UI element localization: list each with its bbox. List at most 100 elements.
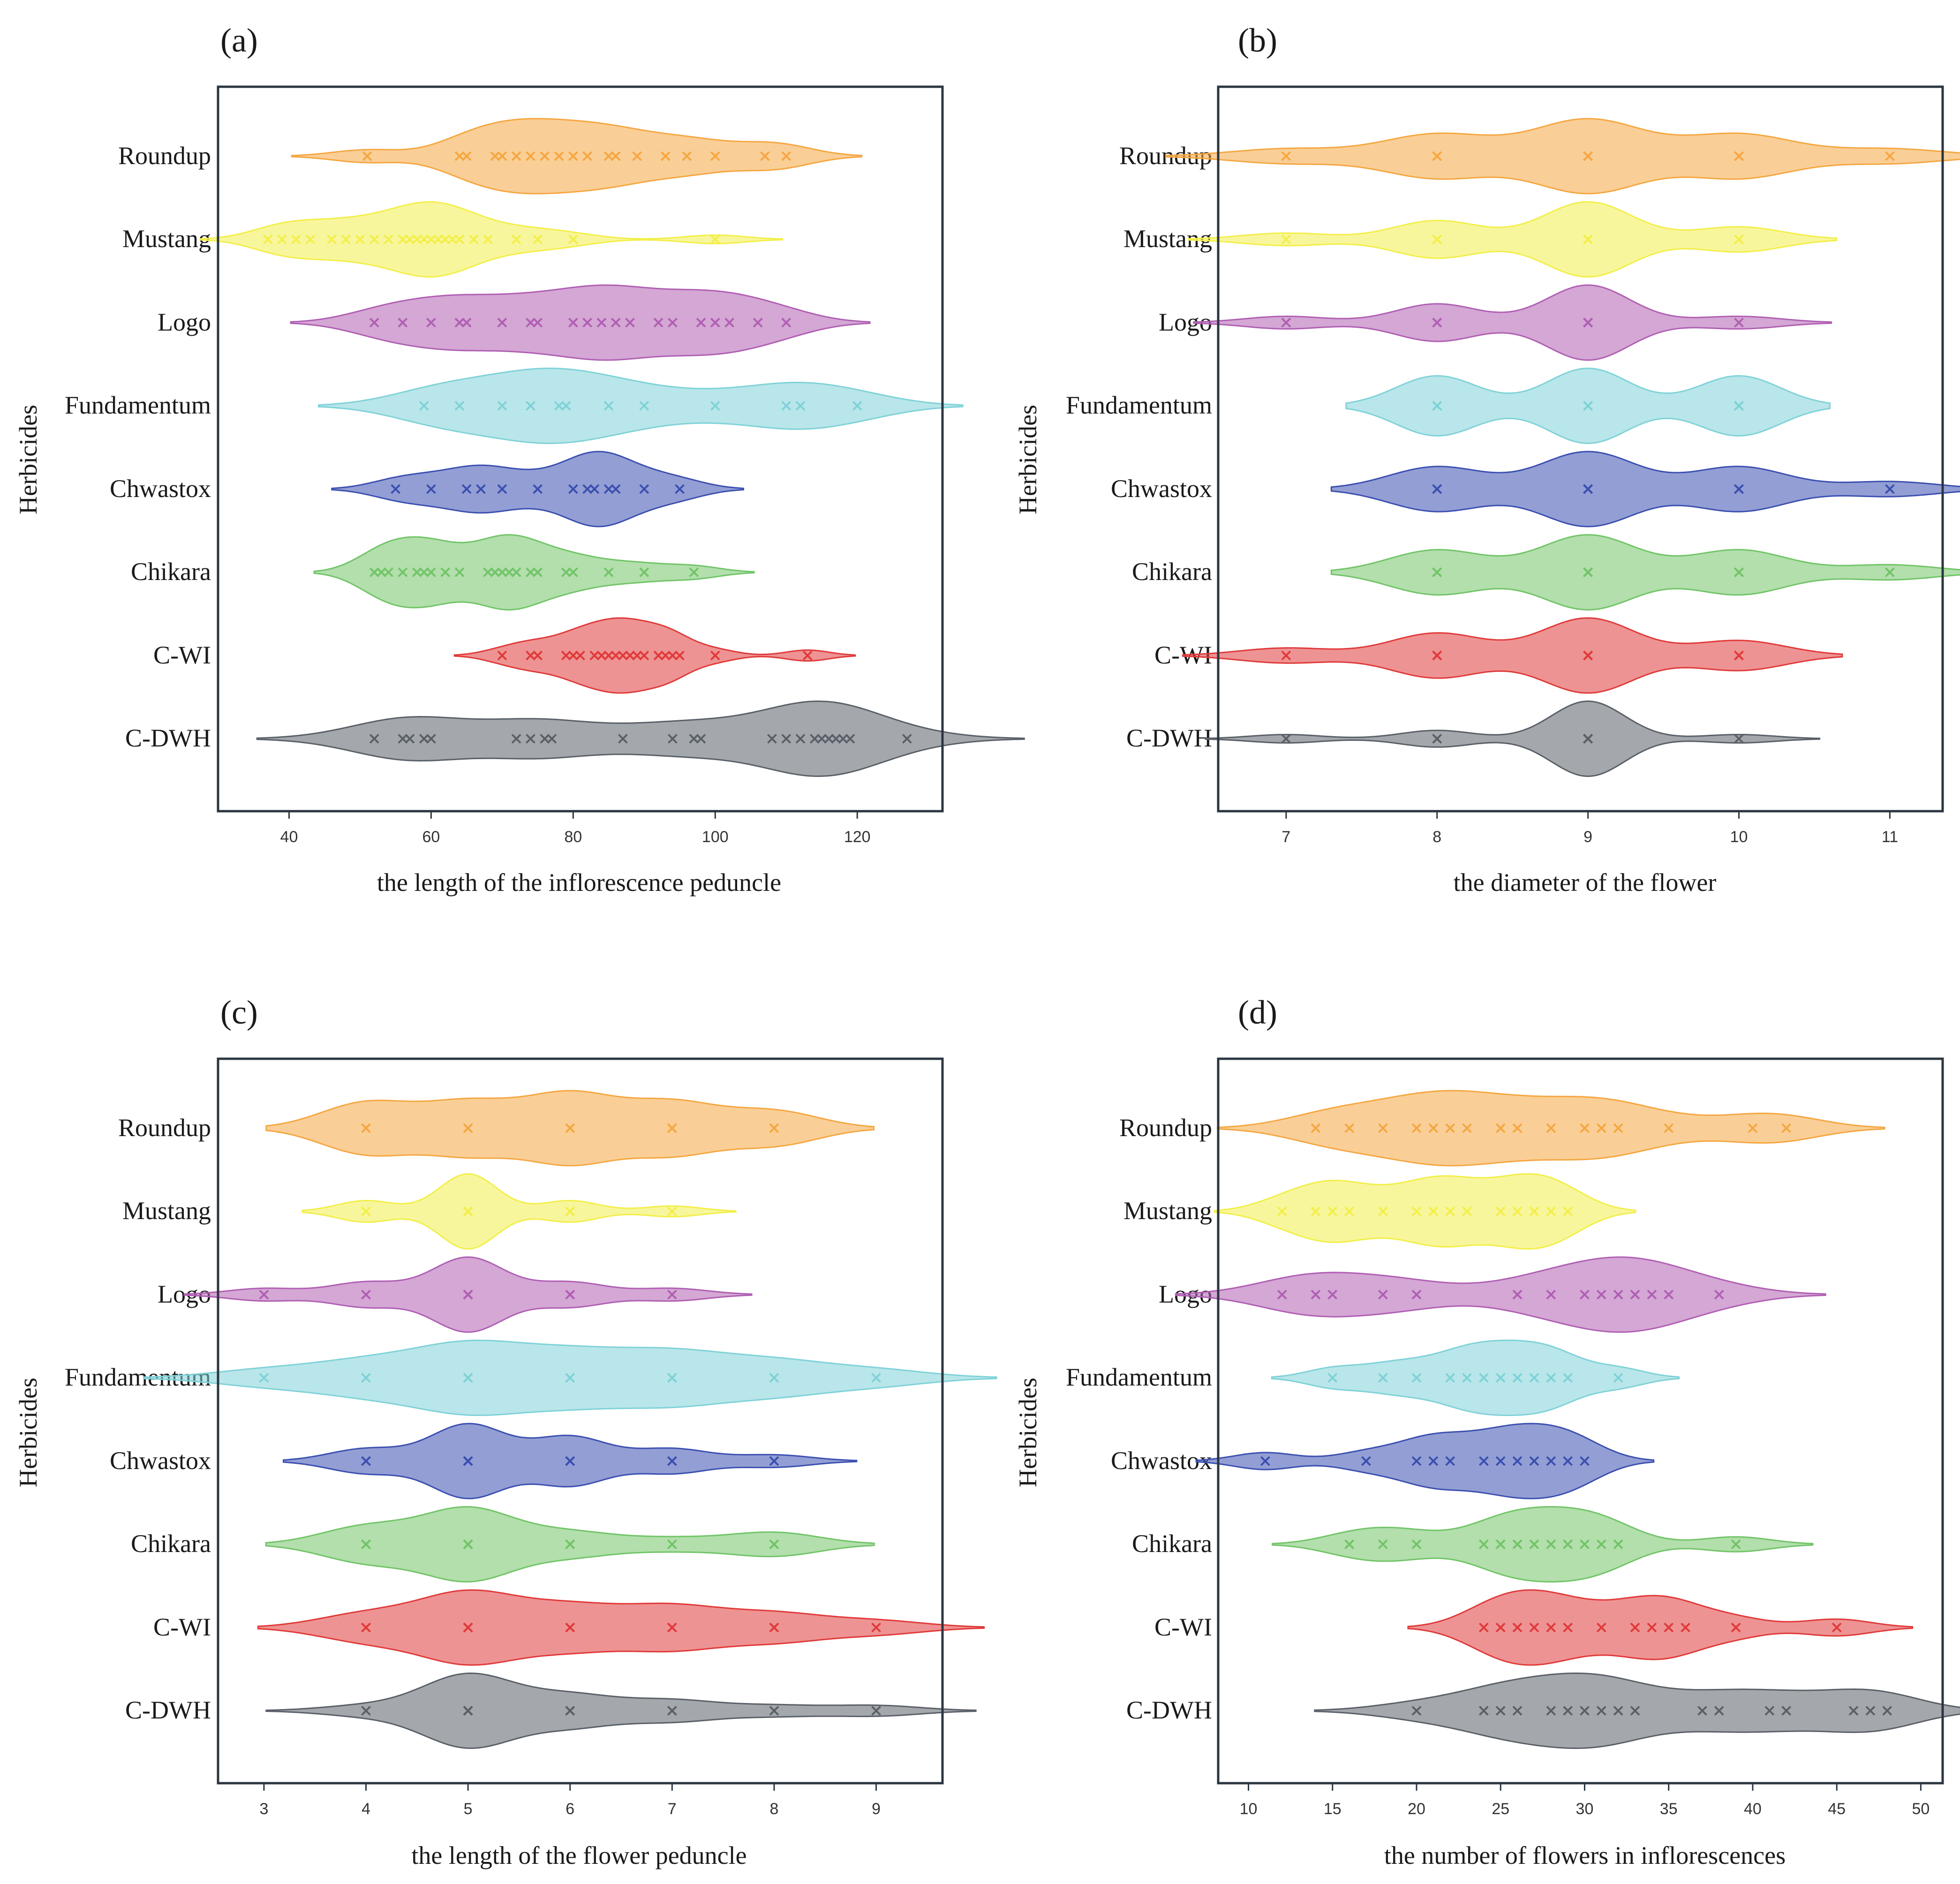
panel-b: (b) the diameter of the flower Herbicide… [1014, 22, 1960, 897]
panel-a-point-c-dwh-18 [824, 734, 834, 744]
panel-d-point-chikara-5 [1512, 1539, 1523, 1549]
panel-b-point-fundamentum-12 [1734, 401, 1744, 411]
panel-a-point-mustang-15 [440, 234, 451, 244]
panel-d-point-c-dwh-4 [1546, 1706, 1556, 1716]
panel-a-point-chwastox-3 [476, 484, 486, 494]
panel-a-point-fundamentum-7 [639, 401, 649, 411]
panel-a-tick-label-100: 100 [702, 828, 729, 846]
panel-d-point-roundup-11 [1596, 1123, 1606, 1133]
panel-a-point-roundup-14 [660, 151, 671, 161]
panel-c-point-c-wi-9 [565, 1622, 575, 1633]
panel-c-point-c-dwh-14 [871, 1706, 881, 1716]
panel-a-point-mustang-10 [405, 234, 415, 244]
panel-d-point-mustang-6 [1428, 1206, 1439, 1216]
panel-b-point-mustang-0 [1281, 234, 1291, 244]
panel-d-point-fundamentum-1 [1378, 1373, 1388, 1383]
panel-a-point-fundamentum-9 [781, 401, 792, 411]
panel-c-point-fundamentum-9 [565, 1373, 575, 1383]
panel-d-point-c-dwh-13 [1781, 1706, 1792, 1716]
panel-a-point-chikara-15 [533, 567, 543, 577]
panel-d-tick-label-20: 20 [1408, 1800, 1425, 1818]
panel-a-point-mustang-20 [511, 234, 521, 244]
panel-d-point-chwastox-0 [1260, 1456, 1270, 1466]
panel-a-point-chikara-12 [504, 567, 514, 577]
panel-b-point-chwastox-7 [1583, 484, 1593, 494]
panel-d-points [1260, 1123, 1892, 1716]
panel-a-point-roundup-7 [540, 151, 550, 161]
panel-d-point-chikara-3 [1478, 1539, 1489, 1549]
panel-d-point-c-dwh-6 [1580, 1706, 1590, 1716]
panel-d-point-chikara-6 [1529, 1539, 1539, 1549]
panel-d-point-logo-2 [1327, 1289, 1338, 1300]
panel-a-point-c-dwh-13 [767, 734, 777, 744]
panel-a-point-chikara-19 [639, 567, 649, 577]
panel-c-violin-c-wi [257, 1589, 985, 1666]
panel-a-point-roundup-15 [682, 151, 692, 161]
panel-d-point-roundup-5 [1445, 1123, 1455, 1133]
panel-d-point-c-dwh-14 [1848, 1706, 1859, 1716]
panel-c-x-ticks: 3 4 5 6 7 8 9 [259, 1783, 881, 1818]
panel-a-category-labels: Roundup Mustang Logo Fundamentum Chwasto… [65, 142, 211, 752]
panel-a-point-mustang-16 [447, 234, 458, 244]
panel-d-point-c-wi-10 [1681, 1622, 1690, 1633]
panel-b-y-axis-title: Herbicides [1014, 405, 1042, 514]
panel-b-point-logo-9 [1583, 317, 1593, 328]
panel-a-point-c-wi-14 [653, 650, 663, 661]
panel-c-tick-label-6: 6 [565, 1800, 574, 1818]
panel-a-point-c-dwh-1 [398, 734, 408, 744]
panel-a-point-c-wi-6 [589, 650, 600, 661]
panel-d-point-mustang-13 [1563, 1206, 1573, 1216]
panel-c-point-c-wi-15 [871, 1622, 881, 1633]
panel-d-tick-label-10: 10 [1240, 1800, 1258, 1818]
panel-c-point-fundamentum-14 [769, 1373, 779, 1383]
panel-a-point-mustang-22 [568, 234, 578, 244]
panel-c-point-logo-11 [667, 1289, 677, 1300]
panel-d-tick-label-30: 30 [1576, 1800, 1594, 1818]
panel-d-point-chikara-11 [1613, 1539, 1623, 1549]
panel-d-point-c-wi-6 [1596, 1622, 1606, 1633]
panel-c-point-fundamentum-2 [361, 1373, 371, 1383]
panel-a-point-c-dwh-22 [902, 734, 912, 744]
panel-d-violin-c-wi [1407, 1589, 1913, 1666]
panel-d-point-chikara-12 [1731, 1539, 1741, 1549]
panel-a-point-mustang-21 [533, 234, 543, 244]
panel-b-tick-label-9: 9 [1583, 828, 1592, 846]
panel-d-point-logo-12 [1664, 1289, 1674, 1300]
panel-d-point-chikara-7 [1546, 1539, 1556, 1549]
panel-d-point-mustang-11 [1529, 1206, 1539, 1216]
panel-d-point-fundamentum-11 [1613, 1373, 1623, 1383]
panel-b-label-chikara: Chikara [1132, 558, 1212, 586]
panel-b-point-c-dwh-2 [1432, 734, 1442, 744]
panel-a-point-mustang-5 [341, 234, 351, 244]
panel-a-point-mustang-12 [419, 234, 429, 244]
panel-b-point-c-wi-3 [1432, 650, 1442, 661]
panel-a-point-chwastox-1 [426, 484, 436, 494]
panel-c-point-c-dwh-0 [361, 1706, 371, 1716]
panel-a-point-chikara-6 [426, 567, 436, 577]
panel-d-point-mustang-5 [1411, 1206, 1422, 1216]
panel-d-point-chikara-2 [1411, 1539, 1422, 1549]
panel-a-point-chikara-14 [526, 567, 535, 577]
panel-a-point-fundamentum-4 [554, 401, 564, 411]
panel-d-point-c-wi-9 [1664, 1622, 1674, 1633]
panel-a-point-c-dwh-12 [696, 734, 706, 744]
panel-d-point-fundamentum-0 [1327, 1373, 1338, 1383]
panel-a-point-c-wi-3 [561, 650, 571, 661]
panel-b-point-logo-0 [1281, 317, 1291, 328]
panel-b-violin-chwastox [1330, 451, 1960, 528]
panel-d-point-chwastox-1 [1361, 1456, 1371, 1466]
panel-b-point-chikara-10 [1734, 567, 1744, 577]
panel-a-point-chikara-0 [369, 567, 379, 577]
panel-a-label-roundup: Roundup [118, 142, 211, 170]
panel-a-point-logo-9 [582, 317, 593, 328]
panel-c-point-roundup-14 [769, 1123, 779, 1133]
panel-a-letter: (a) [220, 22, 258, 59]
panel-d-point-c-wi-0 [1478, 1622, 1489, 1633]
panel-a: (a) the length of the inflorescence pedu… [14, 22, 1025, 897]
panel-c-point-c-dwh-10 [565, 1706, 575, 1716]
panel-d-point-roundup-3 [1411, 1123, 1422, 1133]
panel-a-point-logo-4 [461, 317, 472, 328]
panel-c-point-roundup-12 [667, 1123, 677, 1133]
panel-b-tick-label-11: 11 [1882, 828, 1898, 846]
panel-d-point-logo-7 [1580, 1289, 1590, 1300]
